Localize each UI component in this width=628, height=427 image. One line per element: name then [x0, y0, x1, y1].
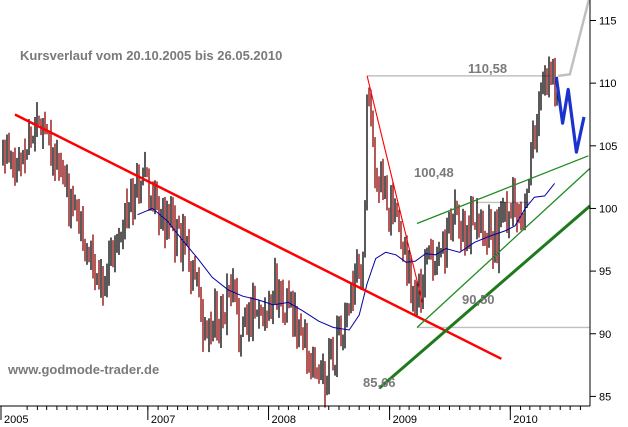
x-tick-label: 2009 [393, 414, 417, 426]
x-tick-label: 2007 [151, 414, 175, 426]
watermark: www.godmode-trader.de [7, 362, 159, 377]
moving-average-line [137, 183, 555, 331]
level_bottom-label: 85,66 [363, 375, 396, 390]
x-tick-label: 2005 [4, 414, 28, 426]
chart-title: Kursverlauf vom 20.10.2005 bis 26.05.201… [20, 48, 282, 63]
x-tick-label: 2008 [272, 414, 296, 426]
fan_line [366, 75, 423, 303]
projection-layer [554, 0, 591, 154]
y-tick-label: 110 [599, 78, 617, 90]
trendlines-layer [14, 75, 591, 390]
level_low-label: 90,50 [462, 292, 495, 307]
y-tick-label: 115 [599, 16, 617, 28]
y-tick-label: 105 [599, 141, 617, 153]
moving-average-layer [137, 183, 555, 331]
y-tick-label: 90 [599, 329, 611, 341]
level_high-label: 110,58 [468, 61, 507, 76]
downtrend_line [14, 113, 502, 360]
support_line [378, 204, 591, 390]
y-tick-label: 100 [599, 203, 617, 215]
projection-exit-line [558, 0, 591, 78]
channel_lower [416, 167, 591, 328]
y-tick-label: 85 [599, 391, 611, 403]
price-layer [2, 56, 558, 408]
channel_upper [416, 155, 589, 225]
projection-zigzag [554, 76, 586, 154]
labels-layer: Kursverlauf vom 20.10.2005 bis 26.05.201… [7, 48, 507, 390]
y-tick-label: 95 [599, 266, 611, 278]
level_mid-label: 100,48 [414, 165, 454, 180]
x-tick-label: 2010 [513, 414, 537, 426]
x-axis: 2005 2007 2008 2009 2010 [0, 405, 590, 426]
y-axis: 85 90 95 100 105 110 115 [589, 0, 617, 406]
